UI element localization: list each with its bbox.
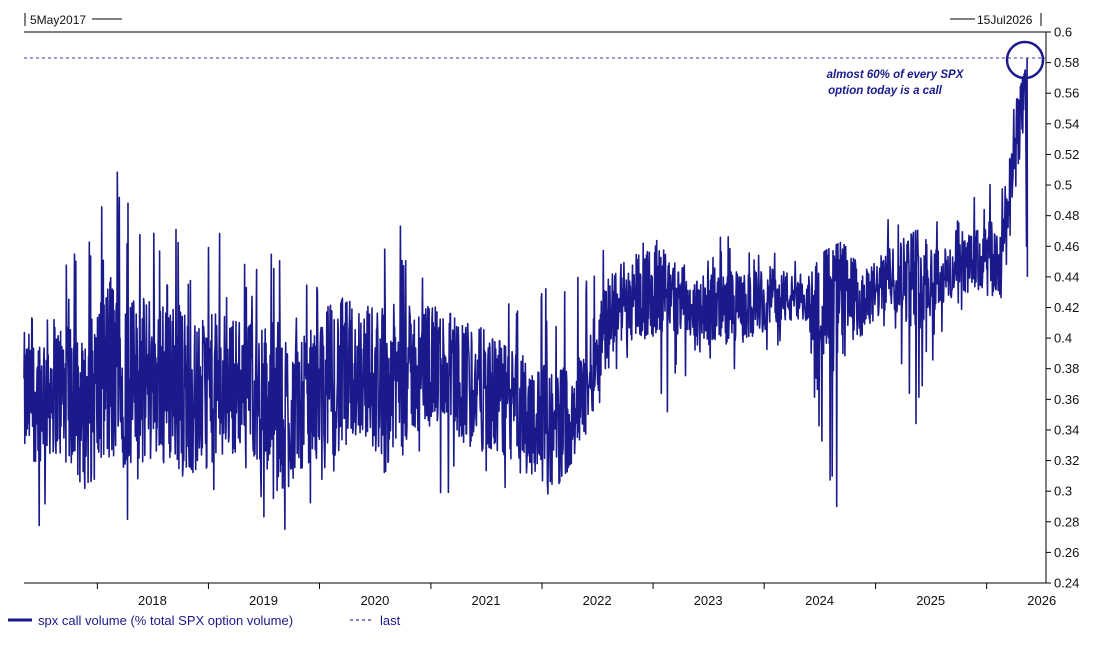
series-line-spx-call-volume <box>23 57 1029 530</box>
range-start-marker: 5May2017 <box>24 13 122 27</box>
x-tick-label: 2019 <box>249 593 278 608</box>
legend-series-label: spx call volume (% total SPX option volu… <box>38 613 293 628</box>
x-tick-label: 2026 <box>1027 593 1056 608</box>
x-tick-label: 2020 <box>360 593 389 608</box>
range-end-marker: 15Jul2026 <box>950 13 1042 27</box>
x-tick-label: 2025 <box>916 593 945 608</box>
y-tick-label: 0.3 <box>1054 484 1072 499</box>
y-tick-label: 0.36 <box>1054 392 1079 407</box>
y-tick-label: 0.34 <box>1054 422 1079 437</box>
y-tick-label: 0.6 <box>1054 25 1072 40</box>
y-tick-label: 0.44 <box>1054 269 1079 284</box>
annotation-line-2: option today is a call <box>828 85 943 97</box>
x-tick-label: 2021 <box>472 593 501 608</box>
x-tick-label: 2023 <box>694 593 723 608</box>
x-tick-label: 2024 <box>805 593 834 608</box>
y-tick-label: 0.42 <box>1054 300 1079 315</box>
y-tick-label: 0.32 <box>1054 453 1079 468</box>
legend-last-label: last <box>380 613 401 628</box>
x-tick-label: 2018 <box>138 593 167 608</box>
x-axis-ticks: 2018 2019 2020 2021 2022 2023 2024 2025 2026 <box>96 583 1056 608</box>
legend: spx call volume (% total SPX option volu… <box>8 613 401 628</box>
range-end-label: 15Jul2026 <box>977 13 1033 27</box>
range-start-label: 5May2017 <box>30 13 86 27</box>
highlight-circle <box>1005 40 1045 80</box>
series-layer <box>23 57 1029 530</box>
y-axis-ticks: 0.6 0.58 0.56 0.54 0.52 0.5 0.48 0.46 0.44 0.42 0.… <box>1046 25 1079 591</box>
y-tick-label: 0.28 <box>1054 514 1079 529</box>
y-tick-label: 0.4 <box>1054 331 1072 346</box>
y-tick-label: 0.5 <box>1054 178 1072 193</box>
y-tick-label: 0.48 <box>1054 208 1079 223</box>
y-tick-label: 0.54 <box>1054 116 1079 131</box>
annotation-line-1: almost 60% of every SPX <box>827 69 965 81</box>
y-tick-label: 0.56 <box>1054 86 1079 101</box>
y-tick-label: 0.26 <box>1054 545 1079 560</box>
y-tick-label: 0.46 <box>1054 239 1079 254</box>
y-tick-label: 0.58 <box>1054 55 1079 70</box>
x-tick-label: 2022 <box>583 593 612 608</box>
y-tick-label: 0.24 <box>1054 576 1079 591</box>
y-tick-label: 0.38 <box>1054 361 1079 376</box>
y-tick-label: 0.52 <box>1054 147 1079 162</box>
